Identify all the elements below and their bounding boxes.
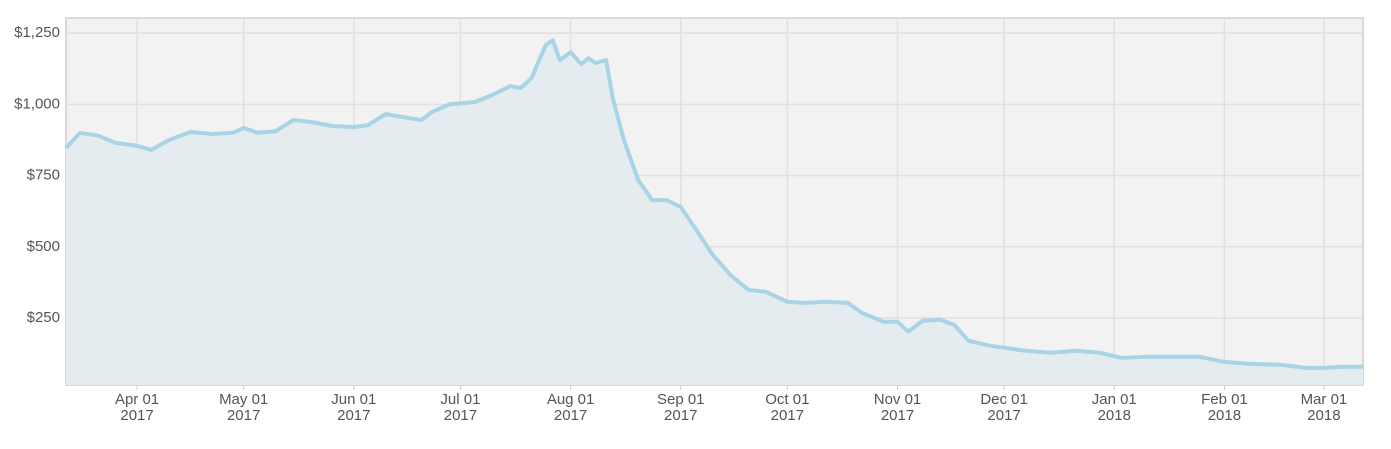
x-tick-label-line: Nov 01 <box>874 391 922 408</box>
x-tick-label-line: 2018 <box>1208 407 1241 424</box>
x-tick-label-line: 2017 <box>881 407 914 424</box>
x-tick-label-line: 2017 <box>444 407 477 424</box>
x-tick-label: May 01 2017 <box>219 391 268 424</box>
y-tick-label: $1,250 <box>14 24 60 41</box>
x-tick-label-line: 2017 <box>771 407 804 424</box>
y-tick-label: $1,000 <box>14 95 60 112</box>
y-tick-label: $250 <box>27 309 60 326</box>
x-tick-label: Dec 01 2017 <box>980 391 1028 424</box>
x-tick-label-line: 2017 <box>227 407 260 424</box>
x-tick-label-line: 2017 <box>120 407 153 424</box>
x-tick-label-line: 2017 <box>987 407 1020 424</box>
x-tick-label: Sep 01 2017 <box>657 391 705 424</box>
x-tick-label-line: 2017 <box>664 407 697 424</box>
x-tick-label: Apr 01 2017 <box>115 391 159 424</box>
x-tick-label-line: 2018 <box>1307 407 1340 424</box>
y-tick-label: $500 <box>27 238 60 255</box>
x-tick-label-line: Mar 01 <box>1301 391 1348 408</box>
x-tick-label-line: Oct 01 <box>765 391 809 408</box>
x-tick-label-line: Jan 01 <box>1092 391 1137 408</box>
x-tick-label-line: Jun 01 <box>331 391 376 408</box>
x-tick-label: Oct 01 2017 <box>765 391 809 424</box>
x-tick-label: Jan 01 2018 <box>1092 391 1137 424</box>
x-tick-label: Jul 01 2017 <box>440 391 480 424</box>
x-tick-label-line: Apr 01 <box>115 391 159 408</box>
x-tick-label: Jun 01 2017 <box>331 391 376 424</box>
x-tick-label-line: Sep 01 <box>657 391 705 408</box>
x-tick-label-line: 2017 <box>337 407 370 424</box>
x-tick-label-line: 2017 <box>554 407 587 424</box>
x-tick-label-line: May 01 <box>219 391 268 408</box>
x-tick-label-line: Dec 01 <box>980 391 1028 408</box>
area <box>66 40 1363 385</box>
x-tick-label: Aug 01 2017 <box>547 391 595 424</box>
y-tick-label: $750 <box>27 167 60 184</box>
x-tick-label: Mar 01 2018 <box>1301 391 1348 424</box>
x-tick-label: Nov 01 2017 <box>874 391 922 424</box>
x-tick-label-line: 2018 <box>1098 407 1131 424</box>
line <box>64 38 1363 370</box>
x-tick-label: Feb 01 2018 <box>1201 391 1248 424</box>
x-tick-label-line: Aug 01 <box>547 391 595 408</box>
x-tick-label-line: Jul 01 <box>440 391 480 408</box>
x-tick-label-line: Feb 01 <box>1201 391 1248 408</box>
